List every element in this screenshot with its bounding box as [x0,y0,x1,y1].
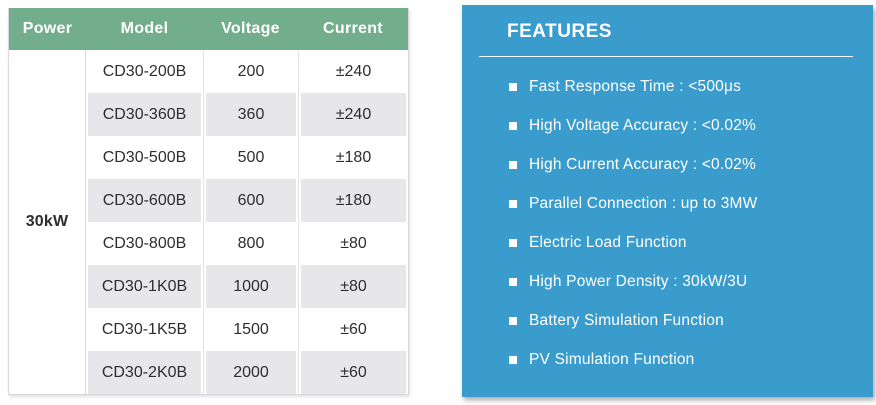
voltage-cell: 200 [203,50,298,93]
feature-item-label: Fast Response Time : <500μs [529,77,742,95]
feature-item: Parallel Connection : up to 3MW [462,184,873,223]
square-bullet-icon [509,160,517,169]
feature-item-label: High Power Density : 30kW/3U [529,272,748,290]
current-cell: ±60 [298,351,408,394]
feature-item-label: Parallel Connection : up to 3MW [529,194,758,212]
feature-item: High Power Density : 30kW/3U [462,262,873,301]
square-bullet-icon [509,121,517,130]
voltage-cell: 800 [203,222,298,265]
table-row: CD30-800B 800 ±80 [9,222,408,265]
current-cell: ±80 [298,222,408,265]
model-cell: CD30-2K0B [86,351,203,394]
current-cell: ±80 [298,265,408,308]
features-title: FEATURES [507,21,612,42]
column-header-voltage: Voltage [203,8,298,50]
features-title-underline [479,56,853,57]
square-bullet-icon [509,238,517,247]
table-row: CD30-1K0B 1000 ±80 [9,265,408,308]
square-bullet-icon [509,355,517,364]
square-bullet-icon [509,316,517,325]
column-header-power: Power [9,8,86,50]
table-row: CD30-1K5B 1500 ±60 [9,308,408,351]
table-row: CD30-360B 360 ±240 [9,93,408,136]
column-header-model: Model [86,8,203,50]
voltage-cell: 600 [203,179,298,222]
current-cell: ±60 [298,308,408,351]
power-group-cell: 30kW [9,50,86,394]
feature-item: High Voltage Accuracy : <0.02% [462,106,873,145]
features-list: Fast Response Time : <500μs High Voltage… [462,67,873,379]
table-row: CD30-2K0B 2000 ±60 [9,351,408,394]
square-bullet-icon [509,277,517,286]
table-row: CD30-600B 600 ±180 [9,179,408,222]
spec-table-header: Power Model Voltage Current [9,8,408,50]
header-row: Power Model Voltage Current [9,8,408,50]
feature-item: PV Simulation Function [462,340,873,379]
current-cell: ±240 [298,50,408,93]
voltage-cell: 2000 [203,351,298,394]
column-header-current: Current [298,8,408,50]
feature-item-label: High Current Accuracy : <0.02% [529,155,756,173]
model-cell: CD30-200B [86,50,203,93]
feature-item-label: High Voltage Accuracy : <0.02% [529,116,757,134]
feature-item-label: Battery Simulation Function [529,311,724,329]
spec-table: Power Model Voltage Current 30kW CD30-200… [8,8,409,395]
model-cell: CD30-360B [86,93,203,136]
voltage-cell: 1000 [203,265,298,308]
feature-item: Electric Load Function [462,223,873,262]
voltage-cell: 500 [203,136,298,179]
model-cell: CD30-1K0B [86,265,203,308]
feature-item: Fast Response Time : <500μs [462,67,873,106]
features-panel: FEATURES Fast Response Time : <500μs Hig… [462,5,873,397]
model-cell: CD30-800B [86,222,203,265]
feature-item: Battery Simulation Function [462,301,873,340]
model-cell: CD30-1K5B [86,308,203,351]
voltage-cell: 360 [203,93,298,136]
table-row: 30kW CD30-200B 200 ±240 [9,50,408,394]
spec-table-grid: Power Model Voltage Current 30kW CD30-200… [9,8,408,394]
feature-item-label: PV Simulation Function [529,350,695,368]
square-bullet-icon [509,199,517,208]
model-cell: CD30-500B [86,136,203,179]
current-cell: ±180 [298,179,408,222]
current-cell: ±240 [298,93,408,136]
feature-item: High Current Accuracy : <0.02% [462,145,873,184]
current-cell: ±180 [298,136,408,179]
spec-table-body: 30kW CD30-200B 200 ±240 CD30-360B 360 ±24… [9,50,408,394]
feature-item-label: Electric Load Function [529,233,687,251]
voltage-cell: 1500 [203,308,298,351]
table-row: CD30-500B 500 ±180 [9,136,408,179]
square-bullet-icon [509,82,517,91]
model-cell: CD30-600B [86,179,203,222]
